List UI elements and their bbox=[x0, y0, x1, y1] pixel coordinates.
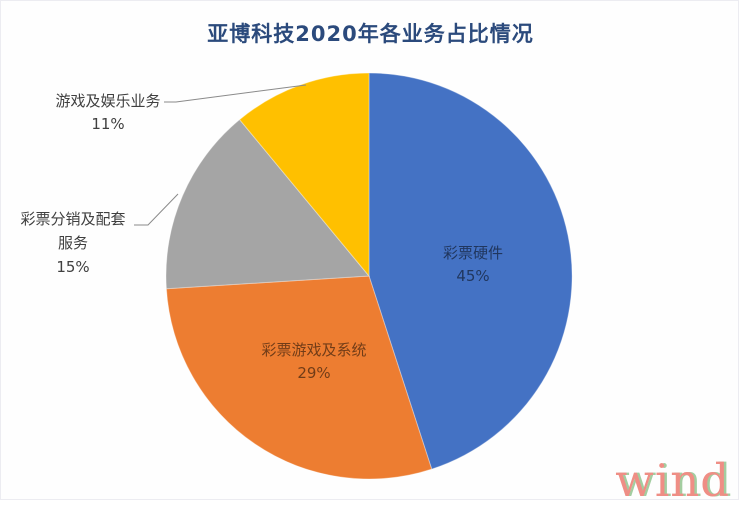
outside-label-distribution: 彩票分销及配套服务 15% bbox=[17, 207, 129, 279]
pie-slice-0 bbox=[368, 72, 573, 470]
label-text: 彩票分销及配套服务 bbox=[20, 210, 126, 252]
leader-line-games bbox=[164, 84, 307, 103]
label-pct: 15% bbox=[56, 258, 90, 276]
pie-slice-1 bbox=[165, 275, 433, 480]
wind-watermark: wind bbox=[615, 453, 730, 507]
inside-label-lottery-games: 彩票游戏及系统 29% bbox=[244, 339, 384, 385]
leader-line-distribution bbox=[134, 193, 179, 226]
pie-slice-3 bbox=[238, 72, 370, 278]
label-text: 游戏及娱乐业务 bbox=[55, 92, 161, 110]
label-pct: 45% bbox=[456, 267, 490, 285]
pie-slices bbox=[165, 72, 573, 480]
inside-label-hardware: 彩票硬件 45% bbox=[403, 242, 543, 288]
label-pct: 11% bbox=[91, 115, 125, 133]
chart-title: 亚博科技2020年各业务占比情况 bbox=[207, 22, 534, 46]
label-text: 彩票硬件 bbox=[442, 244, 503, 262]
pie-slice-2 bbox=[165, 118, 371, 290]
outside-label-games: 游戏及娱乐业务 11% bbox=[28, 90, 188, 136]
label-text: 彩票游戏及系统 bbox=[261, 341, 367, 359]
label-pct: 29% bbox=[297, 364, 331, 382]
